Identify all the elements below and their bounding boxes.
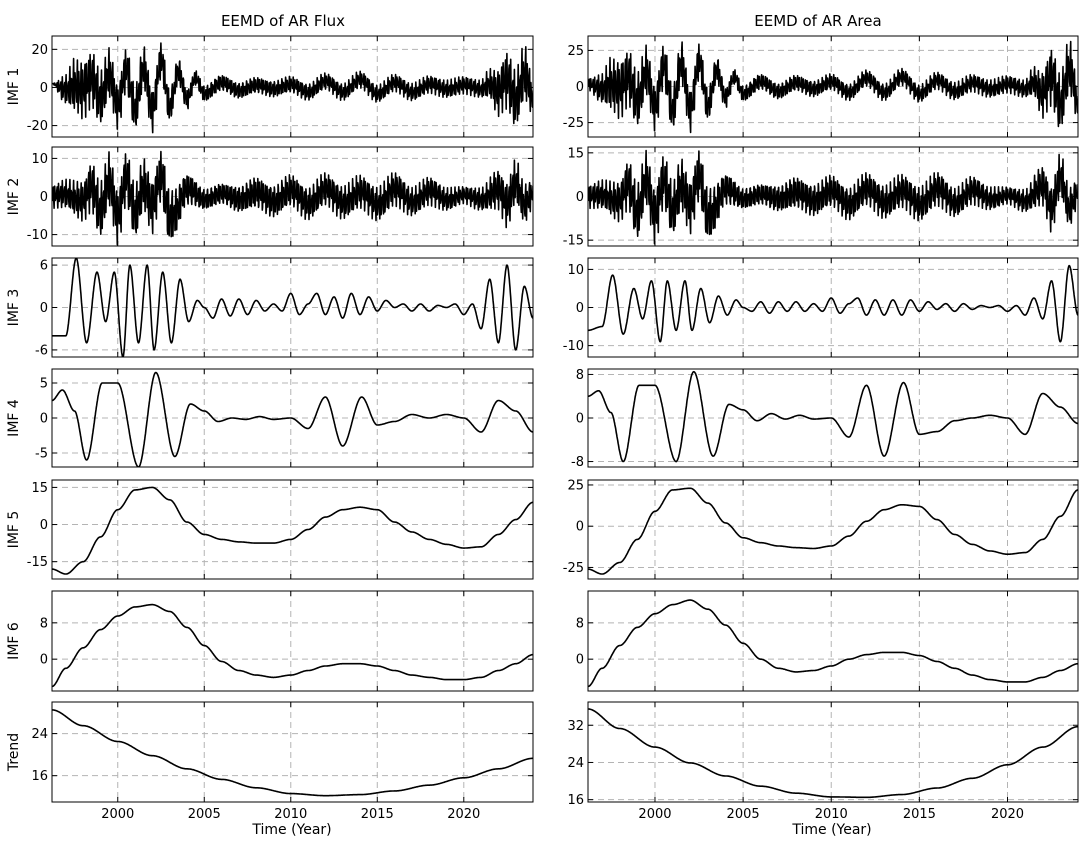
y-axis-label-0-4: IMF 5 [6, 511, 22, 549]
panel-1-6: 16 24 32 2000 2005 2010 2015 2020 [567, 701, 1079, 822]
y-tick-label-0-5-0: 0 [40, 653, 48, 668]
panel-1-4: -25 0 25 [563, 478, 1079, 580]
right-x-axis-label: Time (Year) [791, 822, 871, 838]
x-tick-label-0-1: 2005 [188, 807, 221, 822]
y-tick-label-1-4-0: -25 [563, 561, 584, 576]
y-axis-label-0-0: IMF 1 [6, 68, 22, 106]
y-tick-label-1-3-0: -8 [571, 455, 584, 470]
series-line-1-6 [588, 708, 1078, 799]
y-tick-label-0-2-1: 0 [40, 301, 48, 316]
panel-0-2: -6 0 6 IMF 3 [6, 257, 534, 358]
y-tick-label-0-2-2: 6 [40, 259, 48, 274]
y-tick-label-0-4-2: 15 [31, 481, 48, 496]
y-tick-label-0-1-2: 10 [31, 152, 48, 167]
x-tick-label-1-3: 2015 [903, 807, 936, 822]
x-tick-label-1-2: 2010 [815, 807, 848, 822]
panel-grid: -20 0 20 IMF 1 -10 0 10 IMF 2 -6 0 6 IMF 3 -5 0 5 IMF 4… [6, 35, 1079, 822]
x-tick-label-0-3: 2015 [361, 807, 394, 822]
y-tick-label-1-3-2: 8 [576, 368, 584, 383]
x-tick-label-0-0: 2000 [101, 807, 134, 822]
x-tick-label-1-0: 2000 [638, 807, 671, 822]
y-tick-label-0-6-1: 24 [31, 727, 48, 742]
y-tick-label-0-0-1: 0 [40, 81, 48, 96]
series-line-0-0 [52, 42, 533, 134]
y-tick-label-1-2-2: 10 [567, 263, 584, 278]
y-tick-label-1-6-0: 16 [567, 793, 584, 808]
y-tick-label-1-5-1: 8 [576, 616, 584, 631]
axes-frame-0-6 [51, 701, 534, 803]
y-tick-label-0-1-1: 0 [40, 190, 48, 205]
y-tick-label-1-0-1: 0 [576, 80, 584, 95]
y-axis-label-0-6: Trend [6, 733, 22, 772]
y-tick-label-1-6-1: 24 [567, 756, 584, 771]
y-tick-label-1-1-0: -15 [563, 234, 584, 249]
y-tick-label-1-1-1: 0 [576, 190, 584, 205]
y-axis-label-0-1: IMF 2 [6, 178, 22, 216]
panel-0-3: -5 0 5 IMF 4 [6, 368, 534, 468]
axes-frame-0-5 [51, 590, 534, 692]
panel-0-0: -20 0 20 IMF 1 [6, 35, 534, 138]
y-tick-label-0-4-1: 0 [40, 518, 48, 533]
y-tick-label-0-3-2: 5 [40, 377, 48, 392]
y-tick-label-0-0-2: 20 [31, 43, 48, 58]
y-tick-label-0-2-0: -6 [35, 343, 48, 358]
x-tick-label-0-4: 2020 [447, 807, 480, 822]
axes-frame-1-5 [587, 590, 1079, 692]
y-tick-label-0-4-0: -15 [27, 555, 48, 570]
y-axis-label-0-3: IMF 4 [6, 399, 22, 437]
series-line-0-3 [52, 371, 533, 467]
x-tick-label-1-1: 2005 [727, 807, 760, 822]
y-tick-label-1-1-2: 15 [567, 146, 584, 161]
series-line-1-0 [588, 40, 1078, 134]
axes-frame-0-0 [51, 35, 534, 138]
panel-0-4: -15 0 15 IMF 5 [6, 479, 534, 580]
y-tick-label-1-4-1: 0 [576, 520, 584, 535]
panel-0-1: -10 0 10 IMF 2 [6, 146, 534, 247]
x-tick-label-0-2: 2010 [274, 807, 307, 822]
panel-1-1: -15 0 15 [563, 146, 1079, 249]
y-tick-label-0-3-1: 0 [40, 412, 48, 427]
panel-0-6: 16 24 Trend 2000 2005 2010 2015 2020 [6, 701, 534, 822]
axes-frame-1-6 [587, 701, 1079, 803]
y-tick-label-0-1-0: -10 [27, 228, 48, 243]
series-line-0-6 [52, 709, 533, 797]
y-tick-label-1-2-0: -10 [563, 339, 584, 354]
left-figure-title: EEMD of AR Flux [221, 12, 345, 30]
axes-frame-1-4 [587, 479, 1079, 580]
panel-1-5: 08 [576, 590, 1079, 692]
panel-1-2: -10 0 10 [563, 257, 1079, 358]
y-axis-label-0-5: IMF 6 [6, 622, 22, 660]
y-tick-label-1-0-2: 25 [567, 44, 584, 59]
series-line-1-2 [588, 264, 1078, 343]
y-tick-label-1-5-0: 0 [576, 653, 584, 668]
y-tick-label-0-3-0: -5 [35, 447, 48, 462]
right-figure-title: EEMD of AR Area [754, 12, 881, 30]
series-line-1-3 [588, 370, 1078, 463]
y-tick-label-1-6-2: 32 [567, 719, 584, 734]
series-line-0-4 [52, 486, 533, 575]
left-x-axis-label: Time (Year) [251, 822, 331, 838]
y-tick-label-1-2-1: 0 [576, 301, 584, 316]
panel-1-0: -25 0 25 [563, 35, 1079, 138]
y-axis-label-0-2: IMF 3 [6, 289, 22, 327]
y-tick-label-0-0-0: -20 [27, 119, 48, 134]
y-tick-label-0-5-1: 8 [40, 616, 48, 631]
y-tick-label-0-6-0: 16 [31, 769, 48, 784]
series-line-0-5 [52, 603, 533, 688]
y-tick-label-1-0-0: -25 [563, 116, 584, 131]
panel-0-5: 0 8 IMF 6 [6, 590, 534, 692]
series-line-1-4 [588, 487, 1078, 575]
series-line-1-5 [588, 599, 1078, 688]
series-line-0-1 [52, 150, 533, 246]
series-line-0-2 [52, 258, 533, 357]
panel-1-3: -8 0 8 [571, 368, 1079, 470]
y-tick-label-1-4-2: 25 [567, 478, 584, 493]
axes-frame-0-4 [51, 479, 534, 580]
x-tick-label-1-4: 2020 [991, 807, 1024, 822]
series-line-1-1 [588, 149, 1078, 245]
y-tick-label-1-3-1: 0 [576, 412, 584, 427]
